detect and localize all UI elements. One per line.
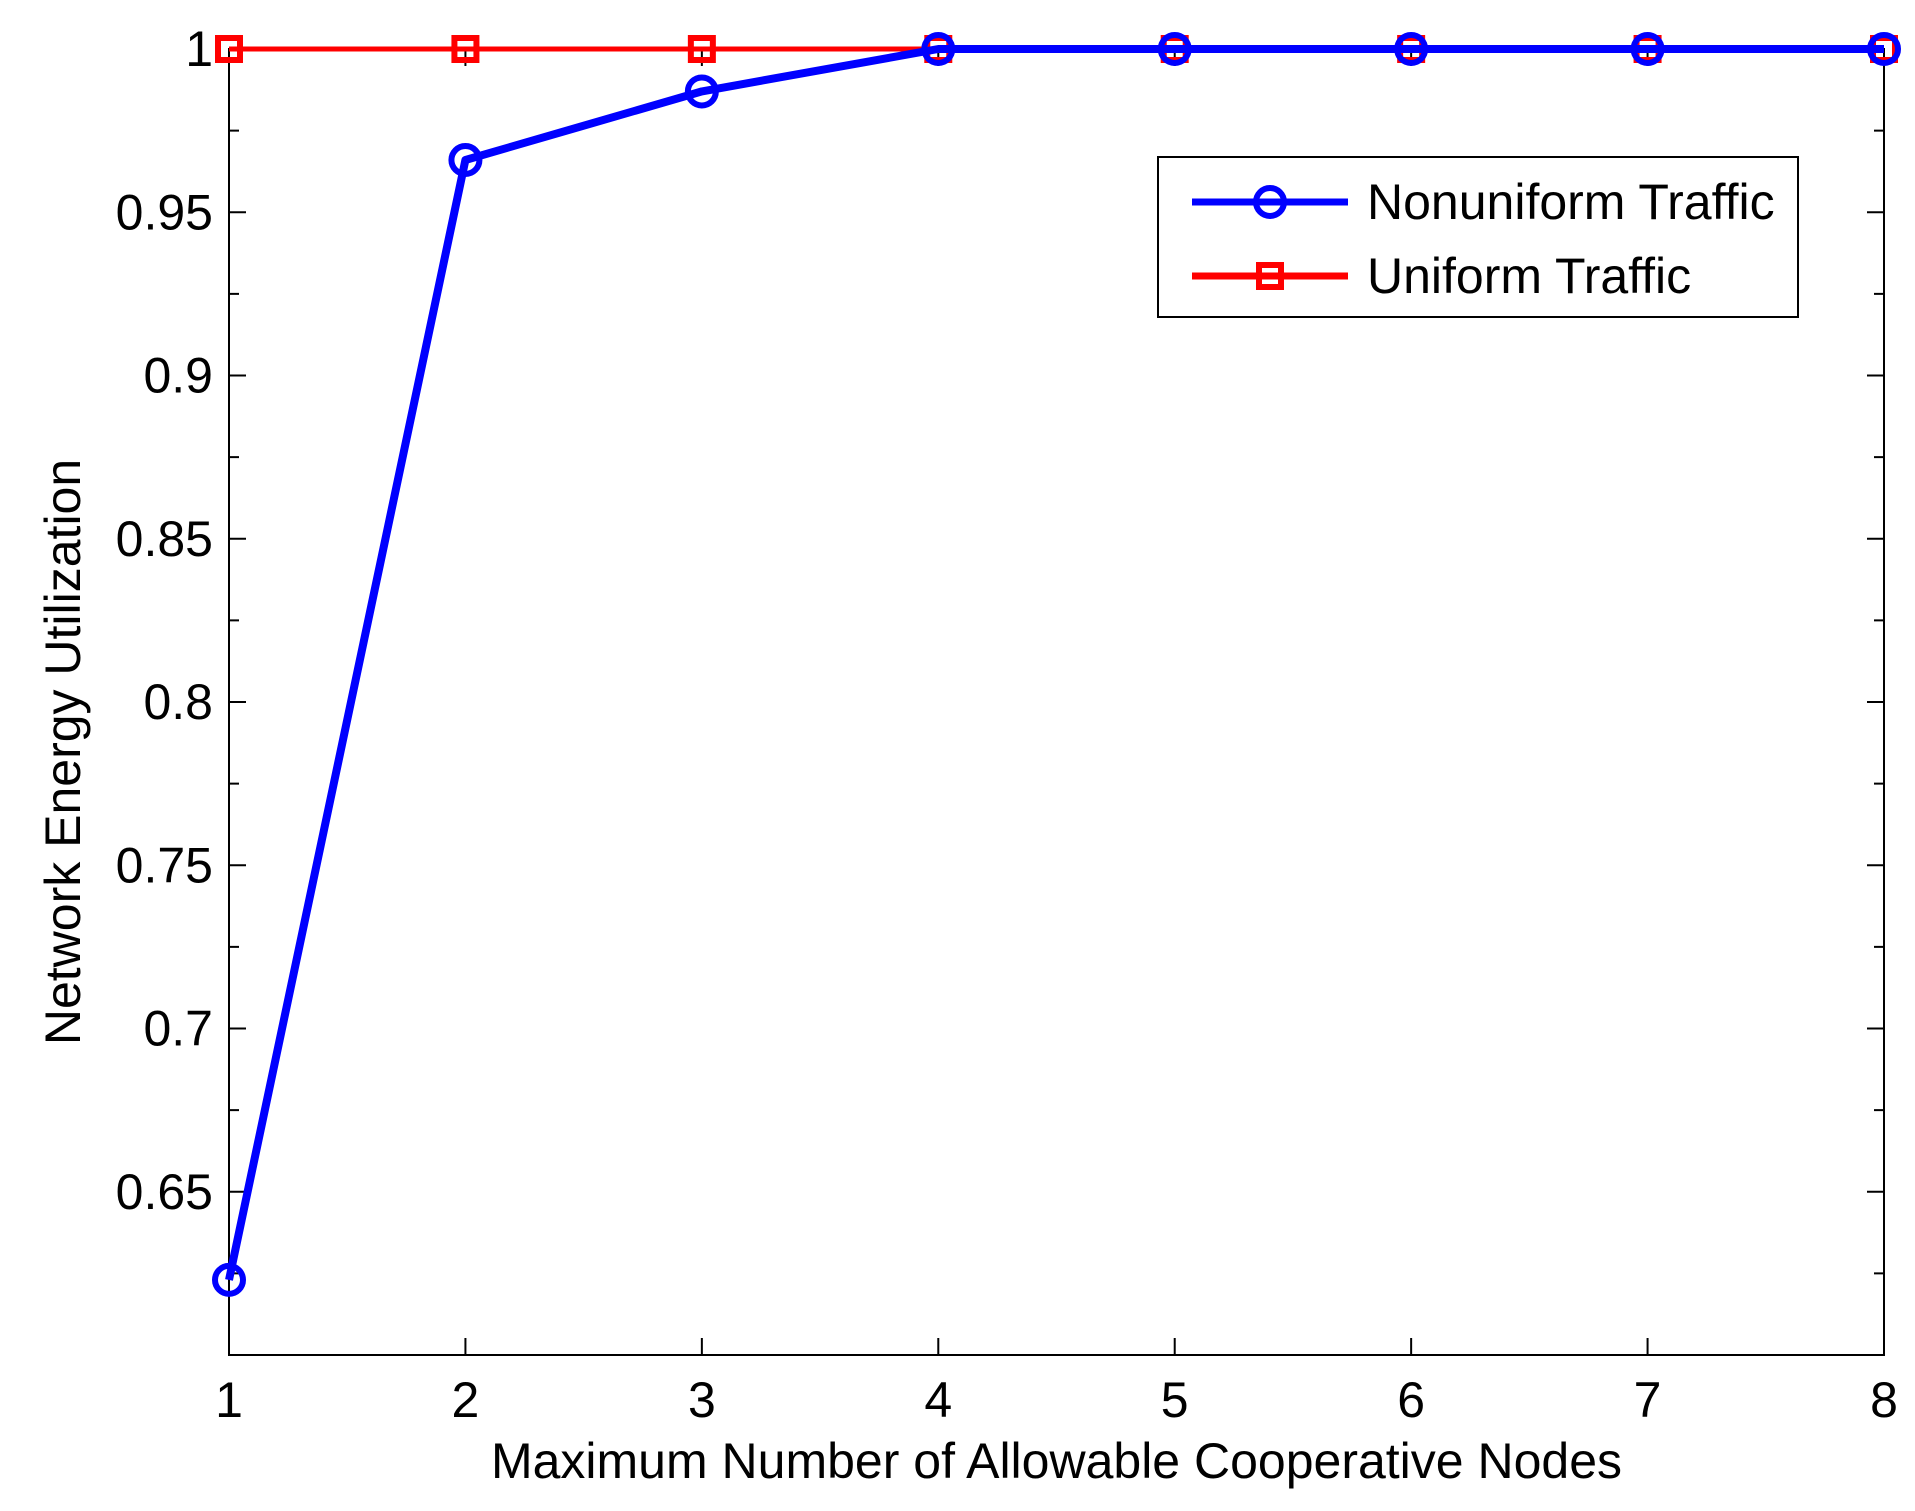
y-tick-label: 0.9: [143, 348, 213, 404]
series-layer: [212, 32, 1901, 1297]
legend-label: Uniform Traffic: [1367, 248, 1691, 304]
data-point: [1394, 32, 1429, 66]
x-tick-label: 8: [1870, 1372, 1898, 1428]
legend: Nonuniform Traffic Uniform Traffic: [1157, 156, 1799, 318]
legend-item: Uniform Traffic: [1192, 248, 1691, 304]
x-tick-label: 6: [1397, 1372, 1425, 1428]
y-tick-label: 0.75: [116, 837, 213, 893]
x-tick-label: 1: [215, 1372, 243, 1428]
y-tick-label: 0.65: [116, 1164, 213, 1220]
data-point: [448, 143, 483, 178]
x-tick-label: 5: [1161, 1372, 1189, 1428]
legend-marker: [1256, 262, 1284, 290]
y-axis-title: Network Energy Utilization: [35, 459, 91, 1045]
data-point: [684, 74, 719, 109]
data-point: [1867, 32, 1901, 66]
data-point: [1157, 32, 1192, 66]
x-tick-label: 4: [924, 1372, 952, 1428]
data-point: [215, 35, 243, 63]
axis-ticks: 1 2 3 4 5 6 7 8 0.65 0.7 0.75 0.8 0.85 0.9 0.95 1: [116, 21, 1898, 1428]
series-nonuniform-traffic: [212, 32, 1901, 1297]
data-point: [687, 35, 716, 63]
data-point: [451, 35, 480, 63]
y-tick-label: 0.8: [143, 674, 213, 730]
legend-item: Nonuniform Traffic: [1192, 174, 1775, 230]
y-tick-label: 0.7: [143, 1001, 213, 1057]
legend-label: Nonuniform Traffic: [1367, 174, 1775, 230]
y-tick-label: 1: [185, 21, 213, 77]
data-point: [1630, 32, 1665, 66]
x-tick-label: 7: [1634, 1372, 1662, 1428]
legend-box: [1157, 156, 1799, 318]
y-tick-label: 0.95: [116, 184, 213, 240]
legend-marker: [1253, 185, 1287, 219]
data-point: [921, 32, 956, 66]
data-point: [212, 1262, 246, 1297]
y-tick-label: 0.85: [116, 511, 213, 567]
x-axis-title: Maximum Number of Allowable Cooperative …: [491, 1433, 1622, 1489]
series-line: [225, 45, 1884, 1281]
x-tick-label: 2: [452, 1372, 480, 1428]
x-tick-label: 3: [688, 1372, 716, 1428]
